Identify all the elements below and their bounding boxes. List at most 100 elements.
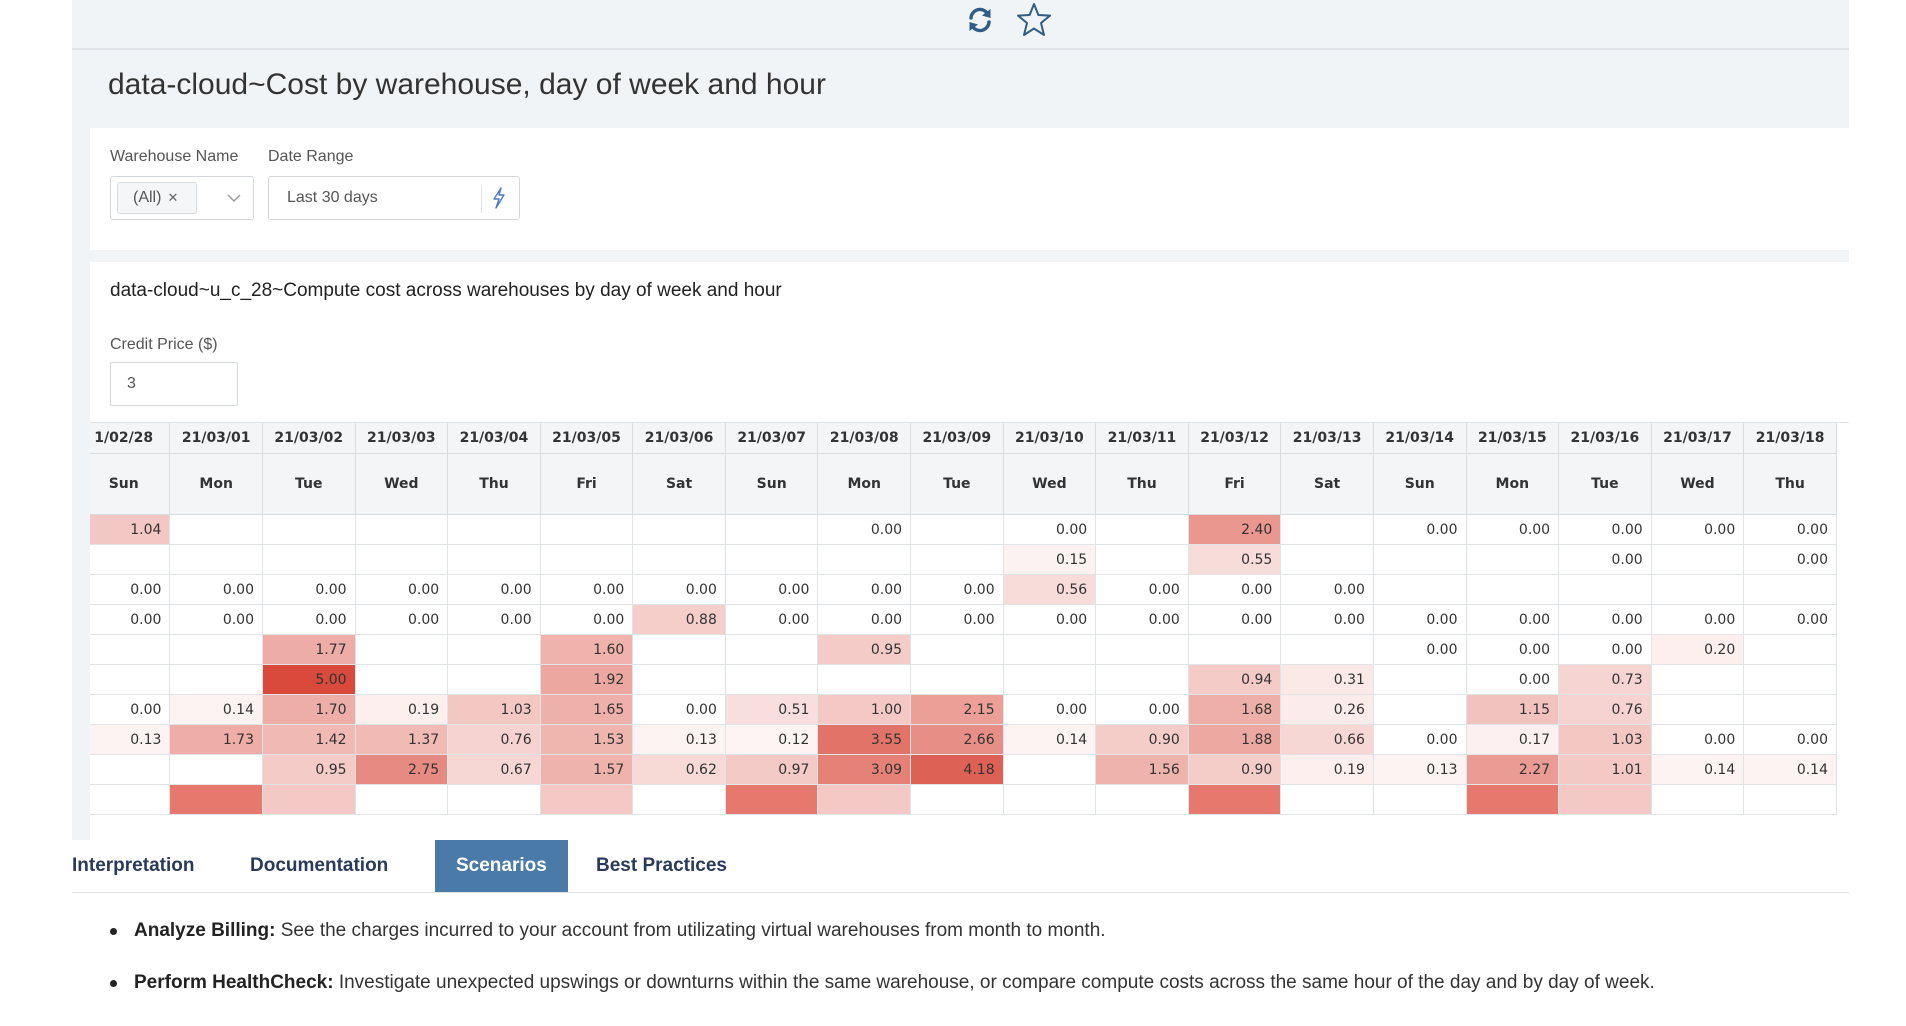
heatmap-cell[interactable]: 0.00 [1280,604,1374,635]
heatmap-cell[interactable]: 5.00 [262,664,356,695]
heatmap-cell[interactable]: 1.00 [817,694,912,725]
heatmap-cell[interactable]: 0.00 [1373,724,1467,755]
heatmap-cell[interactable]: 0.00 [355,574,449,605]
heatmap-cell[interactable]: 0.31 [1280,664,1374,695]
heatmap-cell[interactable] [90,634,171,665]
heatmap-cell[interactable]: 0.13 [1373,754,1467,785]
heatmap-cell[interactable]: 1.88 [1188,724,1282,755]
heatmap-cell[interactable] [169,514,263,545]
heatmap-cell[interactable]: 0.66 [1280,724,1374,755]
heatmap-cell[interactable]: 0.67 [447,754,541,785]
heatmap-cell[interactable]: 0.19 [1280,754,1374,785]
heatmap-cell[interactable] [1003,754,1097,785]
heatmap-cell[interactable]: 0.00 [1373,514,1467,545]
heatmap-cell[interactable] [447,514,541,545]
heatmap-cell[interactable]: 0.13 [632,724,726,755]
heatmap-cell[interactable]: 1.01 [1558,754,1652,785]
heatmap-cell[interactable]: 0.00 [1743,604,1837,635]
heatmap-cell[interactable] [355,514,449,545]
heatmap-cell[interactable]: 0.00 [447,574,541,605]
heatmap-cell[interactable] [262,514,356,545]
heatmap-cell[interactable]: 1.65 [540,694,634,725]
heatmap-cell[interactable]: 0.00 [540,574,634,605]
heatmap-cell[interactable]: 0.76 [447,724,541,755]
heatmap-cell[interactable]: 0.88 [632,604,726,635]
heatmap-cell[interactable] [540,544,634,575]
heatmap-cell[interactable] [1743,664,1837,695]
heatmap-cell[interactable]: 0.00 [1558,544,1652,575]
heatmap-cell[interactable]: 0.97 [725,754,819,785]
heatmap-cell[interactable]: 0.17 [1466,724,1560,755]
heatmap-cell[interactable] [1095,514,1189,545]
heatmap-cell[interactable] [1373,694,1467,725]
heatmap-cell[interactable]: 0.95 [817,634,912,665]
heatmap-cell[interactable] [90,754,171,785]
tab-best-practices[interactable]: Best Practices [596,855,727,876]
heatmap-cell[interactable]: 0.00 [725,604,819,635]
heatmap-cell[interactable]: 0.13 [90,724,171,755]
warehouse-select[interactable]: (All) ✕ [110,176,254,220]
heatmap-cell[interactable]: 0.20 [1651,634,1745,665]
heatmap-cell[interactable] [725,664,819,695]
heatmap-cell[interactable]: 0.00 [1095,694,1189,725]
heatmap-cell[interactable]: 0.00 [1743,724,1837,755]
heatmap-cell[interactable] [1743,634,1837,665]
heatmap-cell[interactable] [169,754,263,785]
lightning-icon[interactable] [491,187,507,214]
heatmap-cell[interactable]: 1.60 [540,634,634,665]
heatmap-cell[interactable]: 0.00 [355,604,449,635]
chevron-down-icon[interactable] [227,191,241,210]
heatmap-cell[interactable]: 0.00 [1188,604,1282,635]
heatmap-cell[interactable]: 0.00 [632,574,726,605]
heatmap-cell[interactable] [1188,634,1282,665]
heatmap-cell[interactable] [1373,544,1467,575]
heatmap-cell[interactable]: 0.00 [1466,514,1560,545]
heatmap-cell[interactable] [632,544,726,575]
heatmap-cell[interactable] [1280,544,1374,575]
heatmap-cell[interactable]: 0.90 [1188,754,1282,785]
heatmap-cell[interactable]: 0.14 [169,694,263,725]
heatmap-cell[interactable] [1651,544,1745,575]
heatmap-cell[interactable]: 0.00 [1558,604,1652,635]
heatmap-cell[interactable]: 0.00 [1003,694,1097,725]
heatmap-cell[interactable] [447,634,541,665]
heatmap-cell[interactable]: 0.00 [1466,604,1560,635]
heatmap-cell[interactable] [90,664,171,695]
heatmap-cell[interactable] [1743,574,1837,605]
warehouse-chip[interactable]: (All) ✕ [117,182,197,214]
heatmap-cell[interactable]: 0.00 [1651,604,1745,635]
heatmap-cell[interactable]: 0.00 [1466,664,1560,695]
heatmap-cell[interactable]: 0.00 [1003,514,1097,545]
heatmap-cell[interactable]: 0.00 [1466,634,1560,665]
heatmap-cell[interactable]: 0.00 [1373,604,1467,635]
heatmap-cell[interactable]: 0.00 [90,694,171,725]
heatmap-cell[interactable]: 3.55 [817,724,912,755]
heatmap-cell[interactable] [169,634,263,665]
heatmap-cell[interactable]: 0.00 [1558,514,1652,545]
heatmap-cell[interactable] [1558,574,1652,605]
heatmap-cell[interactable]: 1.03 [1558,724,1652,755]
heatmap-cell[interactable] [355,544,449,575]
heatmap-cell[interactable] [725,514,819,545]
credit-price-input[interactable]: 3 [110,362,238,406]
heatmap-cell[interactable] [169,664,263,695]
heatmap-cell[interactable]: 0.00 [262,604,356,635]
heatmap-cell[interactable] [169,544,263,575]
heatmap-cell[interactable]: 2.75 [355,754,449,785]
heatmap-cell[interactable]: 1.73 [169,724,263,755]
refresh-icon[interactable] [962,2,998,38]
tab-interpretation[interactable]: Interpretation [72,855,195,876]
heatmap-cell[interactable] [725,634,819,665]
heatmap-cell[interactable]: 1.56 [1095,754,1189,785]
heatmap-cell[interactable]: 0.94 [1188,664,1282,695]
heatmap-cell[interactable]: 0.00 [1651,514,1745,545]
heatmap-cell[interactable] [817,664,912,695]
heatmap-cell[interactable]: 0.00 [540,604,634,635]
heatmap-cell[interactable]: 2.66 [910,724,1004,755]
heatmap-cell[interactable] [632,664,726,695]
heatmap-cell[interactable]: 0.00 [90,604,171,635]
heatmap-cell[interactable] [910,544,1004,575]
heatmap-cell[interactable]: 0.51 [725,694,819,725]
heatmap-cell[interactable] [1003,664,1097,695]
heatmap-cell[interactable] [1466,574,1560,605]
